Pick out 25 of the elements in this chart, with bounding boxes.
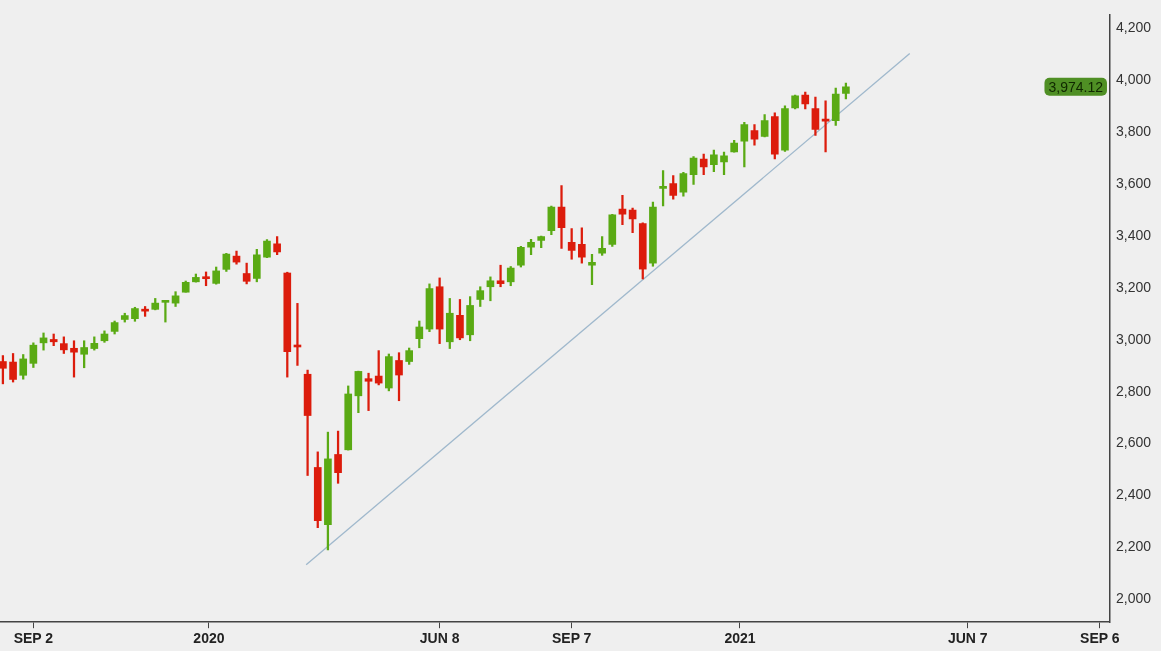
y-tick-label: 3,800 [1115,122,1152,139]
annotation: 3,974.12 [1048,78,1104,95]
y-tick-label: 2,800 [1115,382,1152,399]
y-tick-label: 2,600 [1115,434,1152,451]
y-tick-label: 3,000 [1115,330,1152,347]
candlestick [364,372,373,411]
candlestick [496,264,505,288]
y-tick-label: 4,200 [1115,19,1152,36]
x-tick-label: 2020 [193,630,225,647]
candlestick [161,300,170,323]
y-tick-label: 2,200 [1115,538,1152,555]
x-tick-label: JUN 7 [947,630,988,647]
y-tick-label: 3,400 [1115,226,1152,243]
x-tick-label: SEP 7 [551,630,592,647]
x-tick-label: SEP 6 [1080,630,1120,647]
y-tick-label: 3,200 [1115,278,1152,295]
x-tick-label: JUN 8 [419,630,460,647]
x-tick-label: 2021 [724,630,756,647]
y-tick-label: 2,400 [1115,486,1152,503]
candlestick [557,185,566,249]
y-tick-label: 2,000 [1115,590,1152,607]
y-tick-label: 4,000 [1115,70,1152,87]
candlestick [486,276,495,302]
x-tick-label: SEP 2 [13,630,54,647]
y-tick-label: 3,600 [1115,174,1152,191]
